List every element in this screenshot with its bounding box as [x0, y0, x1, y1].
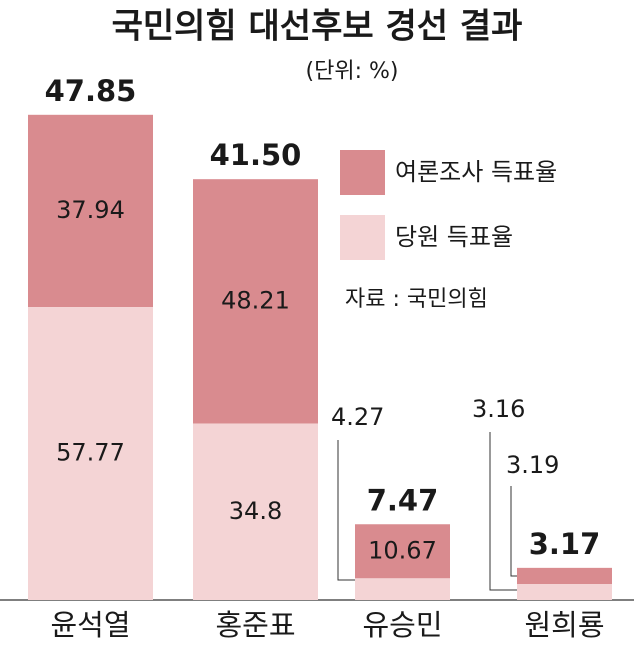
- total-label: 47.85: [45, 74, 137, 108]
- total-label: 41.50: [210, 138, 302, 172]
- value-label: 48.21: [221, 286, 290, 314]
- x-tick-label: 홍준표: [215, 608, 295, 642]
- bar-segment: [193, 179, 318, 424]
- bar-segment: [355, 578, 450, 600]
- x-tick-label: 원희룡: [524, 608, 604, 642]
- value-label: 34.8: [229, 497, 282, 525]
- value-label: 4.27: [331, 403, 384, 431]
- total-label: 3.17: [529, 527, 601, 561]
- value-label: 37.94: [56, 196, 125, 224]
- bar-segment: [28, 114, 153, 308]
- x-tick-label: 유승민: [362, 608, 442, 642]
- value-label: 3.16: [472, 395, 525, 423]
- value-label: 57.77: [56, 439, 125, 467]
- bar-segment: [193, 423, 318, 600]
- legend-swatch: [340, 215, 385, 260]
- bar-segment: [517, 584, 612, 600]
- leader-line: [489, 432, 517, 591]
- leader-line: [337, 440, 355, 581]
- value-label: 3.19: [506, 451, 559, 479]
- legend-label: 여론조사 득표율: [395, 158, 557, 186]
- source: 자료 : 국민의힘: [345, 287, 488, 312]
- x-tick-label: 윤석열: [50, 608, 130, 642]
- subtitle: (단위: %): [306, 59, 399, 84]
- legend-swatch: [340, 150, 385, 195]
- value-label: 10.67: [368, 536, 437, 564]
- chart-title: 국민의힘 대선후보 경선 결과: [112, 7, 523, 47]
- legend-label: 당원 득표율: [395, 223, 513, 251]
- bar-segment: [28, 307, 153, 600]
- total-label: 7.47: [367, 483, 439, 517]
- bar-segment: [355, 524, 450, 579]
- bar-segment: [517, 567, 612, 585]
- leader-line: [510, 486, 517, 577]
